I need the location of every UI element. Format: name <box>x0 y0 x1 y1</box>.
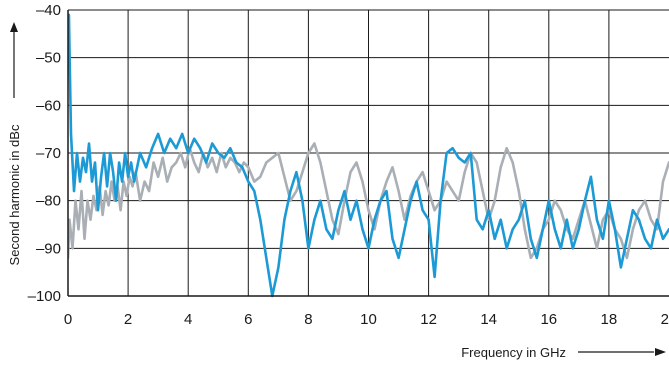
x-tick-label: 14 <box>480 311 497 328</box>
x-tick-label: 6 <box>244 311 252 328</box>
y-tick-label: –80 <box>36 193 61 210</box>
y-tick-label: –40 <box>36 2 61 19</box>
y-tick-label: –90 <box>36 240 61 257</box>
grid <box>68 10 669 296</box>
tick-labels: 0 2 4 6 8 10 12 14 16 18 20 –40 –50 –60 –70 –80 –90 –100 <box>28 2 669 328</box>
x-axis-title: Frequency in GHz <box>461 345 566 360</box>
series-line-blue <box>68 13 669 298</box>
x-axis-arrow-head <box>655 348 666 356</box>
x-tick-label: 0 <box>64 311 72 328</box>
x-tick-label: 4 <box>184 311 192 328</box>
x-axis-title-group: Frequency in GHz <box>461 345 666 360</box>
y-axis-arrow-head <box>10 22 18 32</box>
y-tick-label: –50 <box>36 50 61 67</box>
x-tick-label: 8 <box>304 311 312 328</box>
x-tick-label: 20 <box>661 311 669 328</box>
x-tick-label: 2 <box>124 311 132 328</box>
y-tick-label: –60 <box>36 97 61 114</box>
x-tick-label: 10 <box>360 311 377 328</box>
x-tick-label: 16 <box>540 311 557 328</box>
series-layer <box>68 13 669 298</box>
x-tick-label: 12 <box>420 311 437 328</box>
y-axis-title-group: Second harmonic in dBc <box>7 22 22 265</box>
y-axis-title: Second harmonic in dBc <box>7 124 22 265</box>
x-tick-label: 18 <box>601 311 618 328</box>
plot-frame <box>67 9 669 297</box>
y-tick-label: –70 <box>36 145 61 162</box>
y-tick-label: –100 <box>28 288 61 305</box>
